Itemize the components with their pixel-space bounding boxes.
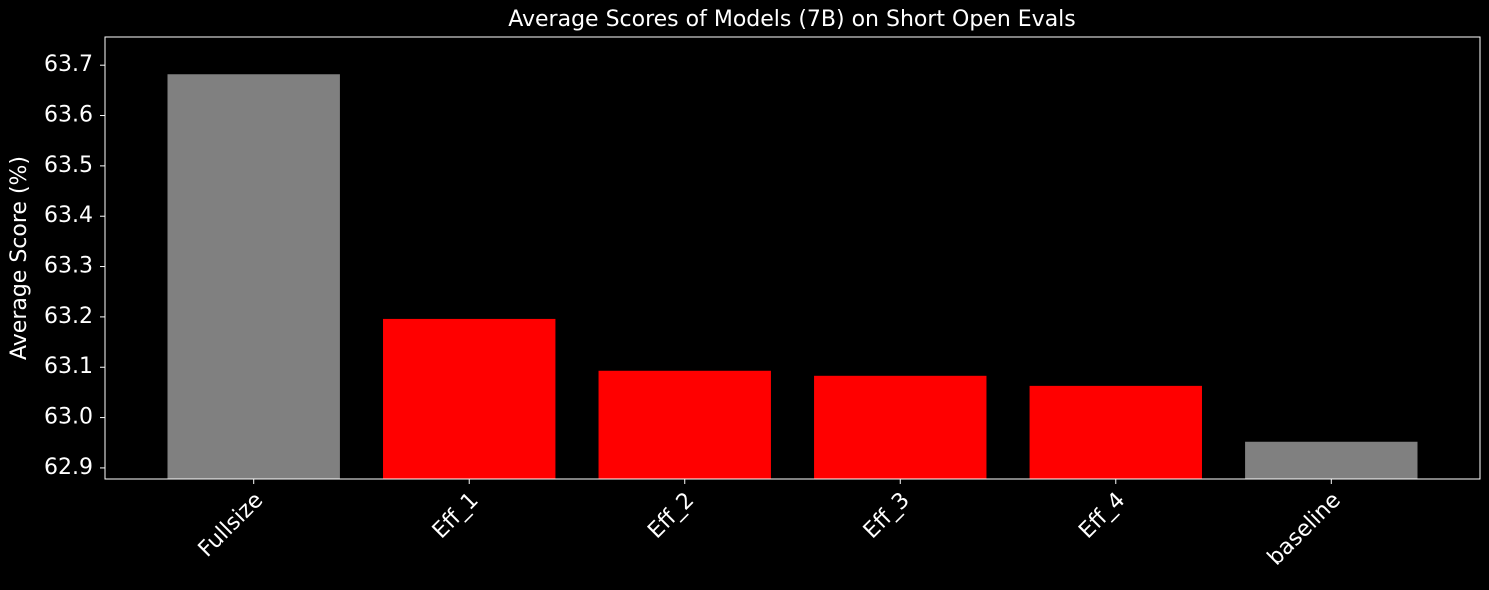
bar xyxy=(814,375,987,479)
bar xyxy=(383,318,556,479)
y-tick-label: 63.4 xyxy=(44,203,93,228)
x-tick-label: Eff_1 xyxy=(428,488,484,544)
bar xyxy=(1029,385,1202,479)
x-tick-label: Eff_3 xyxy=(859,488,915,544)
y-axis-label: Average Score (%) xyxy=(7,156,32,360)
y-tick-label: 63.5 xyxy=(44,153,93,178)
x-tick-label: Eff_4 xyxy=(1074,488,1130,544)
y-tick-label: 63.6 xyxy=(44,103,93,128)
bar xyxy=(167,74,340,480)
bar xyxy=(1245,441,1418,479)
y-tick-label: 63.2 xyxy=(44,304,93,329)
y-tick-label: 63.3 xyxy=(44,254,93,279)
x-tick-label: Eff_2 xyxy=(643,488,699,544)
x-tick-label: Fullsize xyxy=(194,488,268,562)
chart-title: Average Scores of Models (7B) on Short O… xyxy=(508,7,1076,32)
y-tick-label: 63.7 xyxy=(44,52,93,77)
plot-frame xyxy=(104,36,1481,480)
y-tick-label: 63.0 xyxy=(44,405,93,430)
y-tick-label: 63.1 xyxy=(44,354,93,379)
bar xyxy=(598,370,771,479)
x-tick-label: baseline xyxy=(1263,488,1346,571)
y-tick-label: 62.9 xyxy=(44,455,93,480)
